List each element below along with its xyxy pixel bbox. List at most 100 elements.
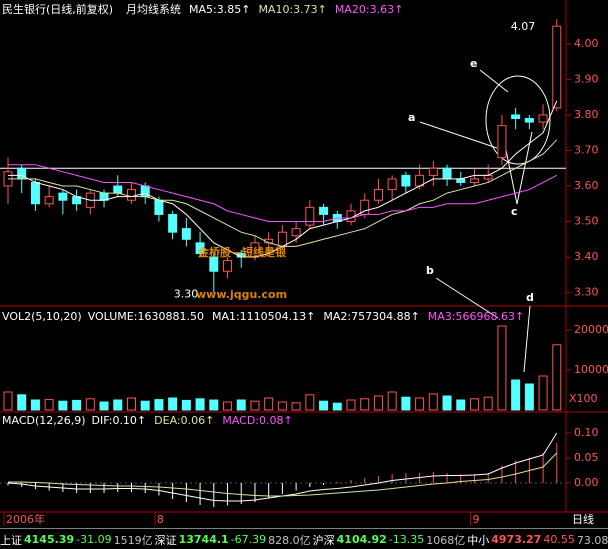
volume-bar [195,398,205,411]
y-tick-label: 3.40 [574,250,599,263]
ma-line [8,139,558,247]
volume-bar [346,399,356,411]
candle-body [223,260,233,272]
legend-entry: DIF:0.10↑ [92,414,147,427]
status-change: 40.55 [543,533,575,546]
y-tick-label: 3.80 [574,108,599,121]
y-tick-label: 10000 [574,363,608,376]
legend-entry: DEA:0.06↑ [154,414,214,427]
candle-body [209,256,219,272]
pointer-line [479,69,509,93]
volume-bar [332,402,342,411]
volume-bar [99,401,109,411]
annotation: a [408,111,415,124]
volume-bar [552,344,562,411]
candle-body [401,174,411,187]
status-value: 4104.92 [336,533,387,546]
legend-entry: MA3:566968.63↑ [428,310,524,323]
candle-body [373,189,383,201]
status-name: 中小 [467,533,490,547]
candle-body [58,192,68,201]
volume-bar [264,397,274,411]
volume-bar [17,394,27,411]
legend-entry: MA2:757304.88↑ [323,310,419,323]
volume-bar [154,399,164,411]
x-tick-label: 2006年 [6,512,45,526]
candle-body [387,178,397,191]
chart-title: VOL2(5,10,20) [2,310,82,323]
candle-body [469,178,479,183]
status-name: 上证 [0,533,22,547]
volume-bar [360,398,370,411]
ma-line [8,164,558,223]
candle-body [126,189,136,201]
volume-bar [181,399,191,411]
watermark: 金桥股—短线是银 [197,245,287,259]
status-value: 4145.39 [24,533,75,546]
status-value: 4973.27 [491,533,542,546]
annotation: c [511,205,518,218]
volume-bar [3,391,13,411]
status-amount: 1519亿 [113,533,153,547]
x-tick-label: 9 [472,513,479,526]
pointer-line [505,149,518,205]
legend-entry: MA20:3.63↑ [335,3,403,16]
candle-body [552,25,562,109]
status-amount: 1068亿 [426,533,466,547]
volume-bar [72,399,82,411]
candle-body [538,114,548,123]
candle-body [524,118,534,123]
y-tick-label: 0.10 [574,426,599,439]
volume-bar [415,397,425,411]
chart-title: MACD(12,26,9) [2,414,86,427]
x-tick-label: 8 [157,513,164,526]
annotation: e [470,57,477,70]
y-tick-label: 3.70 [574,143,599,156]
volume-bar [387,391,397,411]
status-bar: 上证 4145.39 -31.09 1519亿 深证 13744.1 -67.39 828.0… [0,528,608,549]
volume-bar [305,394,315,411]
legend-entry: VOLUME:1630881.50 [88,310,204,323]
status-change: -13.35 [388,533,425,546]
volume-bar [126,397,136,411]
volume-bar [250,400,260,411]
annotation: b [426,264,434,277]
volume-bar [113,399,123,411]
background [0,0,608,528]
volume-bar [456,399,466,411]
volume-bar [291,402,301,411]
candle-body [428,167,438,176]
candle-body [442,167,452,180]
status-amount: 828.0亿 [268,533,311,547]
pointer-line [435,277,499,319]
volume-bar [538,375,548,411]
y-tick-label: 0.00 [574,476,599,489]
y-tick-label: 3.90 [574,72,599,85]
annotation: 4.07 [511,20,536,33]
candle-body [44,196,54,205]
annotation: d [526,291,534,304]
volume-bar [373,395,383,411]
legend-entry: MA5:3.85↑ [189,3,250,16]
status-change: -67.39 [230,533,267,546]
y-tick-label: 0.05 [574,451,599,464]
volume-bar [223,401,233,411]
legend-entry: MA10:3.73↑ [258,3,326,16]
volume-bar [469,398,479,411]
candle-body [319,206,329,215]
volume-bar [209,399,219,411]
candle-body [168,213,178,233]
period-label: 日线 [572,512,594,526]
y-tick-label: 20000 [574,323,608,336]
candle-body [511,114,521,120]
volume-bar [58,400,68,411]
pointer-line [419,121,498,149]
candle-body [181,228,191,240]
y-tick-label: 3.60 [574,179,599,192]
y-tick-label: 4.00 [574,37,599,50]
volume-bar [442,395,452,411]
chart: 3.30 3.40 3.50 3.60 3.70 3.80 3.90 4.00 民生银行(日线,… [0,0,608,528]
status-amount: 73.08亿 [576,533,608,547]
candle-body [113,185,123,194]
volume-bar [236,399,246,411]
